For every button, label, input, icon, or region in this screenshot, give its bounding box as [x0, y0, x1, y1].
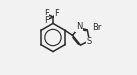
- Text: N: N: [76, 22, 82, 31]
- Text: F: F: [44, 9, 48, 18]
- Text: Br: Br: [92, 23, 102, 32]
- Text: F: F: [44, 16, 48, 25]
- Text: F: F: [54, 9, 59, 18]
- Text: S: S: [86, 38, 92, 46]
